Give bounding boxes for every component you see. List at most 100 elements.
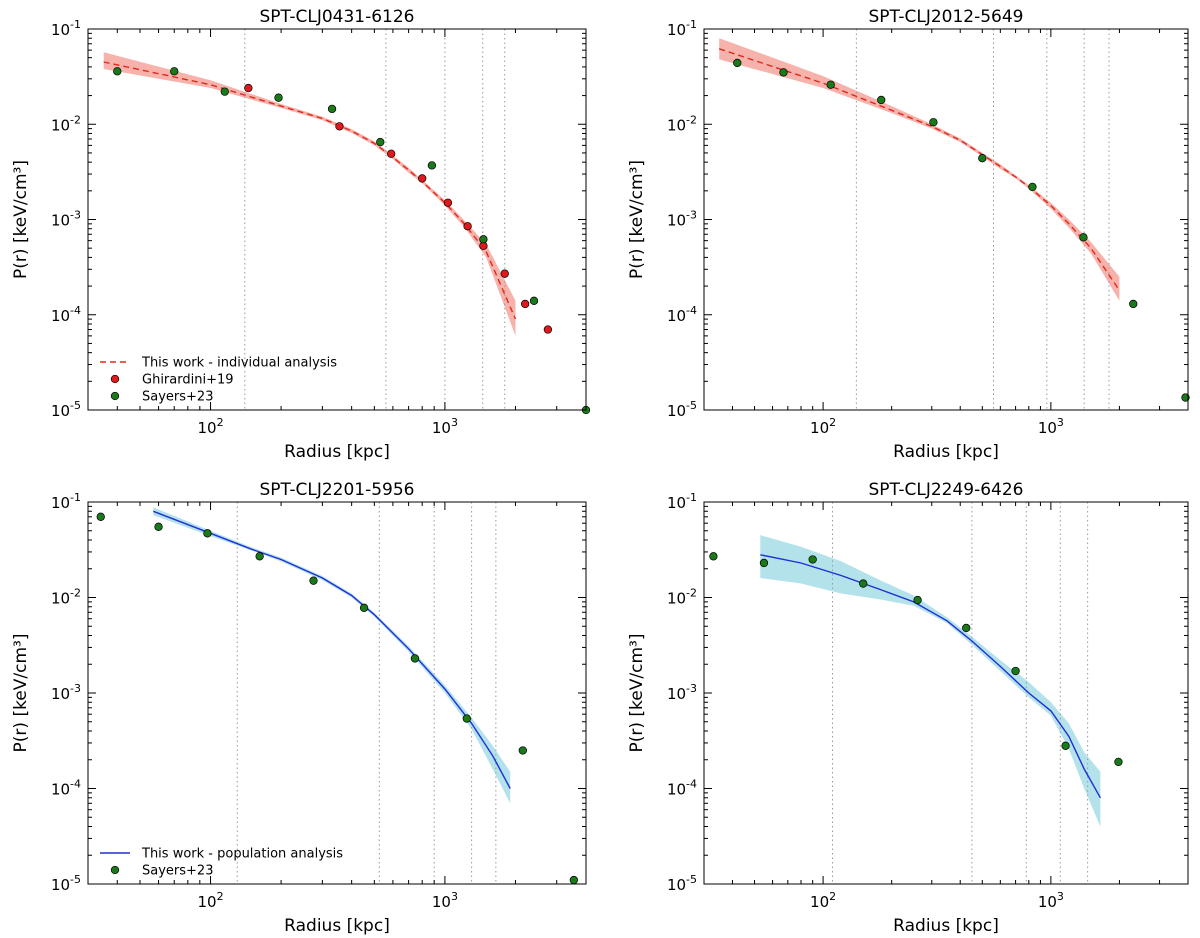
y-tick-label: 10-3 bbox=[51, 682, 81, 703]
data-point bbox=[309, 576, 318, 585]
data-point bbox=[220, 87, 229, 96]
data-point bbox=[255, 552, 264, 561]
chart-title: SPT-CLJ2249-6426 bbox=[868, 480, 1023, 500]
legend-label: Ghirardini+19 bbox=[142, 373, 234, 388]
data-point bbox=[387, 149, 396, 158]
data-point bbox=[327, 104, 337, 114]
data-point bbox=[479, 235, 488, 244]
data-point bbox=[1028, 182, 1037, 192]
model-band bbox=[153, 507, 511, 804]
legend-label: Sayers+23 bbox=[142, 390, 213, 405]
data-point bbox=[1114, 757, 1123, 767]
model-line bbox=[103, 61, 517, 320]
legend-point-swatch bbox=[110, 374, 120, 384]
data-point bbox=[244, 83, 253, 93]
chart-title: SPT-CLJ2012-5649 bbox=[868, 7, 1023, 27]
panel-1: 102 103 10-5 10-4 10-3 10-2 10-1 SPT-CLJ0431-61… bbox=[11, 7, 591, 462]
y-axis-label: P(r) [keV/cm³] bbox=[11, 160, 31, 279]
y-tick-label: 10-5 bbox=[667, 873, 697, 894]
plot-area bbox=[153, 502, 511, 884]
y-tick-label: 10-3 bbox=[51, 209, 81, 230]
y-tick-label: 10-4 bbox=[51, 778, 81, 799]
data-point bbox=[962, 623, 971, 633]
data-point bbox=[1061, 741, 1070, 750]
panel-2: 102 103 10-5 10-4 10-3 10-2 10-1 SPT-CLJ2012-56… bbox=[627, 7, 1190, 462]
legend-point-swatch bbox=[110, 865, 120, 875]
data-point bbox=[96, 512, 105, 521]
axes-frame bbox=[87, 501, 587, 885]
data-point bbox=[978, 154, 987, 163]
y-tick-label: 10-1 bbox=[667, 491, 697, 512]
data-point bbox=[929, 118, 938, 127]
x-tick-label: 102 bbox=[197, 890, 223, 911]
y-tick-label: 10-5 bbox=[667, 399, 697, 420]
plot-area bbox=[103, 29, 517, 410]
y-tick-label: 10-4 bbox=[667, 304, 697, 325]
data-point bbox=[1129, 299, 1138, 309]
data-point bbox=[1079, 233, 1088, 242]
y-tick-label: 10-2 bbox=[51, 587, 81, 608]
model-band bbox=[103, 52, 516, 336]
legend-label: This work - individual analysis bbox=[141, 356, 337, 371]
y-axis-label: P(r) [keV/cm³] bbox=[627, 160, 647, 279]
data-point bbox=[1181, 393, 1190, 402]
data-point bbox=[154, 522, 163, 531]
axes-frame bbox=[703, 28, 1189, 411]
x-axis-label: Radius [kpc] bbox=[284, 916, 390, 936]
x-axis-label: Radius [kpc] bbox=[893, 442, 999, 462]
y-tick-label: 10-3 bbox=[667, 209, 697, 230]
x-tick-label: 103 bbox=[432, 890, 458, 911]
data-point bbox=[543, 325, 553, 334]
y-tick-label: 10-1 bbox=[51, 491, 81, 512]
data-point bbox=[826, 80, 835, 89]
y-tick-label: 10-1 bbox=[51, 18, 81, 39]
x-axis-label: Radius [kpc] bbox=[284, 442, 390, 462]
legend-point-swatch bbox=[110, 391, 120, 401]
data-point bbox=[808, 555, 817, 564]
data-point bbox=[859, 579, 868, 588]
data-point bbox=[709, 552, 718, 561]
legend-label: This work - population analysis bbox=[141, 847, 343, 862]
y-tick-label: 10-2 bbox=[51, 113, 81, 134]
data-point bbox=[462, 714, 471, 723]
y-tick-label: 10-4 bbox=[667, 778, 697, 799]
plot-area bbox=[760, 502, 1102, 884]
data-point bbox=[877, 95, 886, 105]
x-tick-label: 103 bbox=[1038, 890, 1064, 911]
model-line bbox=[718, 48, 1120, 291]
legend: This work - individual analysis Ghirardin… bbox=[100, 356, 337, 405]
data-point bbox=[518, 746, 527, 755]
data-point bbox=[113, 67, 122, 76]
chart-title: SPT-CLJ2201-5956 bbox=[259, 480, 414, 500]
x-tick-label: 103 bbox=[1038, 416, 1064, 437]
chart-title: SPT-CLJ0431-6126 bbox=[259, 7, 414, 27]
y-tick-label: 10-5 bbox=[51, 399, 81, 420]
panel-3: 102 103 10-5 10-4 10-3 10-2 10-1 SPT-CLJ2201-59… bbox=[11, 480, 587, 936]
data-point bbox=[427, 161, 437, 170]
data-point bbox=[463, 222, 472, 231]
data-point bbox=[203, 529, 212, 538]
data-point bbox=[418, 174, 427, 183]
y-axis-label: P(r) [keV/cm³] bbox=[627, 634, 647, 753]
plot-area bbox=[718, 29, 1120, 410]
data-point bbox=[759, 558, 769, 568]
data-point bbox=[274, 93, 283, 102]
y-tick-label: 10-1 bbox=[667, 18, 697, 39]
panel-4: 102 103 10-5 10-4 10-3 10-2 10-1 SPT-CLJ2249-64… bbox=[627, 480, 1189, 936]
data-point bbox=[410, 654, 420, 663]
x-tick-label: 102 bbox=[810, 416, 836, 437]
y-tick-label: 10-2 bbox=[667, 587, 697, 608]
model-line bbox=[760, 554, 1102, 799]
model-band bbox=[719, 38, 1120, 301]
data-point bbox=[359, 603, 369, 612]
model-band bbox=[760, 535, 1101, 827]
data-point bbox=[500, 269, 509, 278]
data-point bbox=[521, 299, 530, 309]
data-point bbox=[443, 198, 453, 207]
data-point bbox=[376, 137, 385, 147]
y-axis-label: P(r) [keV/cm³] bbox=[11, 634, 31, 753]
data-point bbox=[913, 595, 922, 605]
legend: This work - population analysis Sayers+23 bbox=[100, 847, 343, 879]
y-tick-label: 10-3 bbox=[667, 682, 697, 703]
